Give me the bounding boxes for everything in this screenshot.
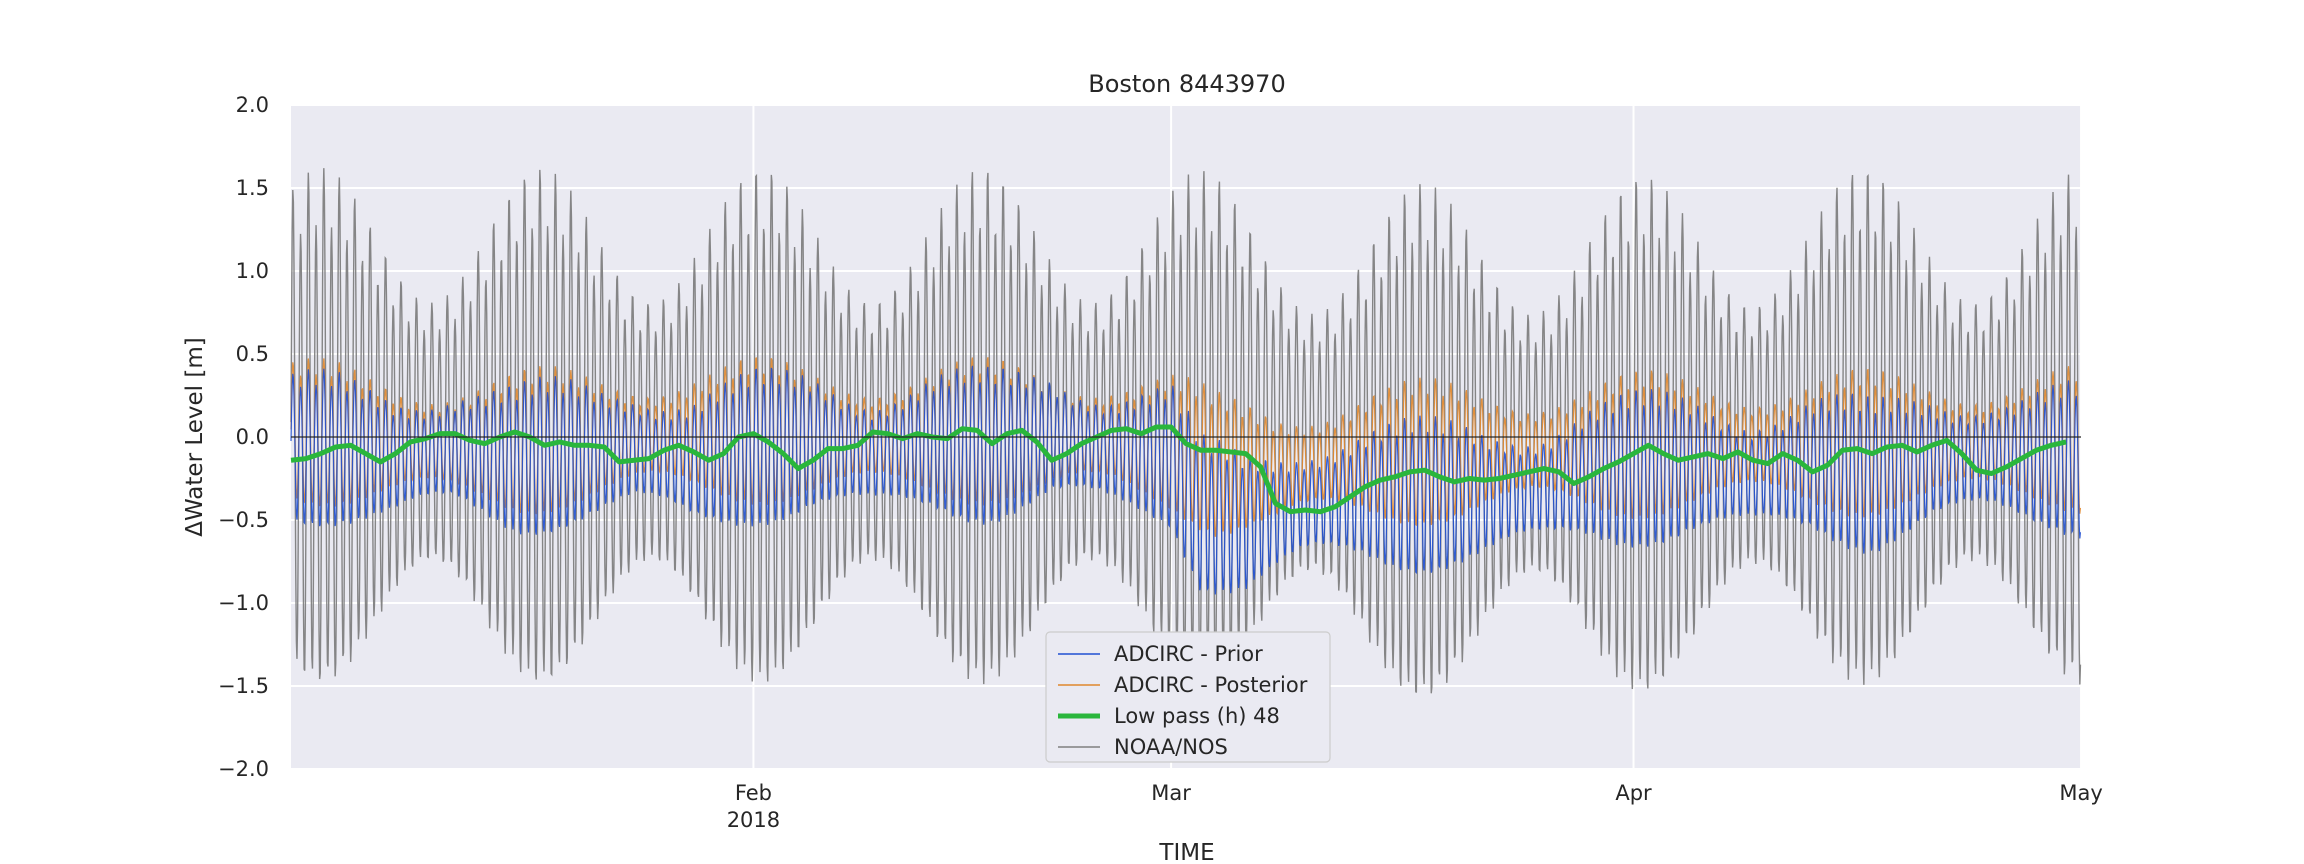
legend-label: NOAA/NOS xyxy=(1114,735,1228,759)
x-axis-label: TIME xyxy=(1158,840,1214,864)
legend-box xyxy=(1045,631,1331,763)
y-tick-label: −1.0 xyxy=(218,591,269,615)
legend-label: ADCIRC - Posterior xyxy=(1114,673,1308,697)
y-tick-label: −2.0 xyxy=(218,757,269,781)
y-tick-label: 2.0 xyxy=(236,93,269,117)
x-tick-sublabel: 2018 xyxy=(727,808,780,832)
legend-label: Low pass (h) 48 xyxy=(1114,704,1280,728)
y-tick-label: −1.5 xyxy=(218,674,269,698)
series-line xyxy=(290,365,2082,595)
y-tick-label: 0.0 xyxy=(236,425,269,449)
legend: ADCIRC - Prior ADCIRC - Posterior Low pass… xyxy=(1045,631,1331,763)
x-tick-label: Mar xyxy=(1151,781,1191,805)
y-ticks: 2.0 1.5 1.0 0.5 0.0 −0.5 −1.0 −1.5 −2.0 xyxy=(218,93,269,781)
y-tick-label: 1.5 xyxy=(236,176,269,200)
x-tick-label: May xyxy=(2059,781,2102,805)
x-tick-label: Feb xyxy=(735,781,772,805)
chart-title: Boston 8443970 xyxy=(1088,70,1285,98)
y-tick-label: −0.5 xyxy=(218,508,269,532)
y-axis-label: ΔWater Level [m] xyxy=(182,337,208,536)
legend-label: ADCIRC - Prior xyxy=(1114,642,1263,666)
x-ticks: Feb 2018 Mar Apr May xyxy=(727,781,2103,832)
series-line xyxy=(290,168,2082,694)
y-tick-label: 1.0 xyxy=(236,259,269,283)
series-layer xyxy=(290,168,2082,694)
x-tick-label: Apr xyxy=(1615,781,1652,805)
y-tick-label: 0.5 xyxy=(236,342,269,366)
series-line xyxy=(290,424,2067,515)
